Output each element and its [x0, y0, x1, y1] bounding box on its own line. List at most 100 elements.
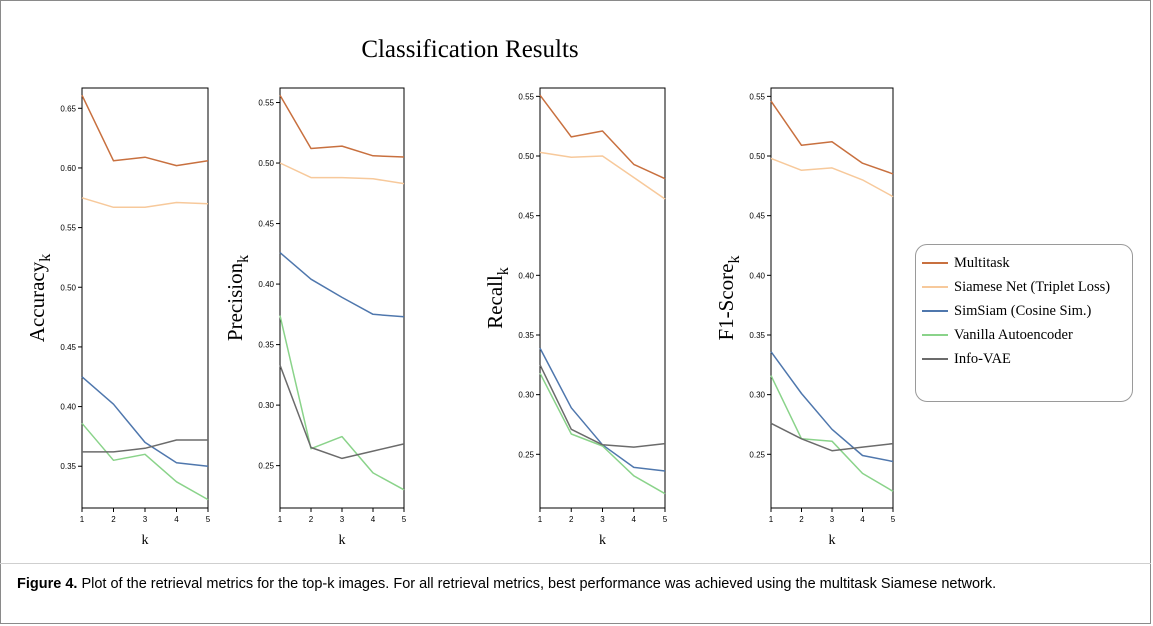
- y-axis-label-main: F1-Score: [714, 264, 738, 341]
- legend-swatch-vanilla-autoencoder: [922, 334, 948, 336]
- y-axis-label-subscript: k: [37, 254, 54, 262]
- figure-caption: Figure 4. Plot of the retrieval metrics …: [17, 575, 1127, 594]
- x-tick-label: 5: [891, 515, 896, 524]
- series-line-siamese-net-triplet-loss: [279, 162, 405, 185]
- x-axis-label: k: [599, 533, 606, 548]
- legend-swatch-multitask: [922, 262, 948, 264]
- legend-swatch-simsiam: [922, 310, 948, 312]
- y-tick-label: 0.50: [518, 152, 534, 161]
- y-tick-label: 0.45: [518, 212, 534, 221]
- series-line-siamese-net-triplet-loss: [770, 157, 894, 198]
- y-tick-label: 0.40: [749, 271, 765, 280]
- x-axis-label: k: [339, 533, 346, 548]
- legend-label-info-vae: Info-VAE: [954, 350, 1011, 367]
- y-tick-label: 0.30: [518, 391, 534, 400]
- x-tick-label: 4: [371, 515, 376, 524]
- legend-label-vanilla-autoencoder: Vanilla Autoencoder: [954, 326, 1073, 343]
- x-tick-label: 3: [600, 515, 605, 524]
- legend-swatch-siamese: [922, 286, 948, 288]
- y-axis-label-main: Accuracy: [25, 261, 49, 342]
- series-line-info-vae: [82, 439, 208, 453]
- y-tick-label: 0.25: [258, 462, 274, 471]
- y-axis-label: F1-Scorek: [714, 256, 743, 341]
- chart-panel-precision: 0.250.300.350.400.450.500.551 2 3 4 5kPrecis…: [223, 87, 407, 548]
- chart-panel-accuracy: 0.350.400.450.500.550.600.651 2 3 4 5kAccura…: [25, 87, 211, 548]
- y-tick-label: 0.40: [258, 280, 274, 289]
- y-tick-label: 0.45: [258, 220, 274, 229]
- x-tick-label: 4: [860, 515, 865, 524]
- y-tick-label: 0.30: [749, 391, 765, 400]
- series-line-info-vae: [539, 364, 666, 448]
- series-line-multitask: [279, 94, 405, 158]
- y-tick-label: 0.50: [60, 283, 76, 292]
- y-axis-label-subscript: k: [495, 267, 512, 275]
- y-tick-label: 0.55: [60, 224, 76, 233]
- y-axis-label-subscript: k: [235, 255, 252, 263]
- y-tick-label: 0.35: [60, 462, 76, 471]
- x-tick-label: 2: [111, 515, 116, 524]
- y-tick-label: 0.35: [518, 331, 534, 340]
- y-tick-label: 0.40: [518, 271, 534, 280]
- x-tick-label: 3: [143, 515, 148, 524]
- x-axis-label: k: [829, 533, 836, 548]
- y-tick-label: 0.35: [258, 341, 274, 350]
- legend-item-info-vae: Info-VAE: [922, 347, 1132, 371]
- legend-swatch-info-vae: [922, 358, 948, 360]
- y-tick-label: 0.55: [518, 92, 534, 101]
- legend-item-multitask: Multitask: [922, 251, 1132, 275]
- series-line-simsiam-cosine-sim: [279, 252, 405, 318]
- legend-label-multitask: Multitask: [954, 254, 1010, 271]
- x-tick-label: 1: [538, 515, 543, 524]
- x-tick-label: 3: [830, 515, 835, 524]
- y-tick-label: 0.50: [258, 159, 274, 168]
- legend-label-siamese: Siamese Net (Triplet Loss): [954, 278, 1111, 295]
- caption-text: Plot of the retrieval metrics for the to…: [77, 576, 997, 592]
- x-tick-label: 5: [663, 515, 668, 524]
- caption-label: Figure 4.: [17, 576, 78, 592]
- series-line-simsiam-cosine-sim: [81, 376, 209, 467]
- y-tick-label: 0.45: [60, 343, 76, 352]
- y-axis-label: Precisionk: [223, 255, 252, 341]
- x-tick-label: 2: [569, 515, 574, 524]
- y-tick-label: 0.40: [60, 403, 76, 412]
- y-axis-label: Accuracyk: [25, 254, 54, 342]
- caption-divider: [0, 563, 1151, 564]
- y-tick-label: 0.25: [518, 450, 534, 459]
- main-title: Classification Results: [361, 36, 579, 63]
- series-line-multitask: [770, 100, 894, 175]
- plots-canvas: 0.350.400.450.500.550.600.651 2 3 4 5kAccura…: [25, 87, 896, 548]
- series-line-multitask: [539, 94, 666, 180]
- x-tick-label: 5: [402, 515, 407, 524]
- y-axis-label-main: Recall: [483, 275, 507, 329]
- x-axis-label: k: [142, 533, 149, 548]
- legend-item-siamese: Siamese Net (Triplet Loss): [922, 275, 1132, 299]
- y-tick-label: 0.25: [749, 450, 765, 459]
- series-line-vanilla-autoencoder: [81, 422, 209, 501]
- y-axis-label-main: Precision: [223, 262, 247, 341]
- y-axis-label: Recallk: [483, 267, 512, 329]
- chart-panel-recall: 0.250.300.350.400.450.500.551 2 3 4 5kRecall…: [483, 87, 668, 548]
- legend-label-simsiam: SimSiam (Cosine Sim.): [954, 302, 1092, 319]
- series-line-simsiam-cosine-sim: [770, 351, 894, 463]
- series-line-siamese-net-triplet-loss: [539, 151, 666, 200]
- legend-item-vanilla-autoencoder: Vanilla Autoencoder: [922, 323, 1132, 347]
- y-axis-label-subscript: k: [726, 256, 743, 264]
- y-tick-label: 0.60: [60, 164, 76, 173]
- y-tick-label: 0.30: [258, 401, 274, 410]
- y-tick-label: 0.65: [60, 104, 76, 113]
- series-line-info-vae: [279, 364, 405, 460]
- series-line-siamese-net-triplet-loss: [81, 197, 209, 209]
- series-line-vanilla-autoencoder: [279, 315, 405, 491]
- series-line-vanilla-autoencoder: [770, 375, 894, 492]
- x-tick-label: 5: [206, 515, 211, 524]
- x-tick-label: 2: [799, 515, 804, 524]
- legend-item-simsiam: SimSiam (Cosine Sim.): [922, 299, 1132, 323]
- y-tick-label: 0.55: [258, 99, 274, 108]
- series-line-vanilla-autoencoder: [539, 372, 666, 495]
- chart-panel-f1-score: 0.250.300.350.400.450.500.551 2 3 4 5kF1-Sco…: [714, 87, 896, 548]
- y-tick-label: 0.55: [749, 92, 765, 101]
- x-tick-label: 1: [278, 515, 283, 524]
- x-tick-label: 3: [340, 515, 345, 524]
- x-tick-label: 1: [769, 515, 774, 524]
